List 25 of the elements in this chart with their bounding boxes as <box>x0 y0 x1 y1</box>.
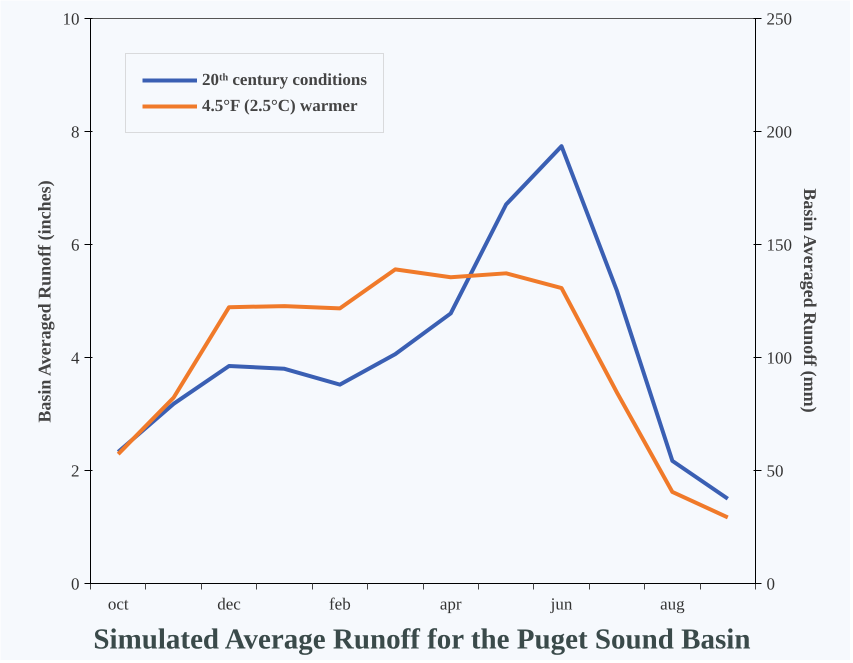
y2-tick-label: 100 <box>766 348 792 368</box>
y2-tick-label: 150 <box>766 236 792 254</box>
y2-axis-title: Basin Averaged Runoff (mm) <box>800 188 820 413</box>
y-tick-label: 6 <box>71 236 80 254</box>
y2-tick-label: 250 <box>766 10 792 28</box>
text: Simulated Average Runoff for the Puget Sound Basin <box>93 624 751 656</box>
y-tick-label: 2 <box>71 462 80 480</box>
x-tick-label: jun <box>550 594 573 614</box>
x-tick-label: feb <box>329 594 351 614</box>
y-axis-title: Basin Averaged Runoff (inches) <box>34 180 54 423</box>
y-tick-label: 8 <box>71 122 80 142</box>
legend-label: 20ᵗʰ century conditions <box>202 70 367 90</box>
legend-label: 4.5°F (2.5°C) warmer <box>202 96 358 116</box>
x-tick-label: aug <box>660 594 686 614</box>
y-tick-label: 4 <box>71 348 80 368</box>
line-series <box>116 144 730 501</box>
x-tick-label: apr <box>440 594 462 614</box>
line-series <box>116 267 730 520</box>
x-tick-label: dec <box>217 594 242 614</box>
y-tick-label: 0 <box>71 574 80 594</box>
y2-tick-label: 200 <box>766 122 792 142</box>
x-tick-label: oct <box>108 594 129 614</box>
y2-tick-label: 0 <box>766 574 775 594</box>
y-tick-label: 10 <box>62 10 80 28</box>
y2-tick-label: 50 <box>766 462 784 480</box>
